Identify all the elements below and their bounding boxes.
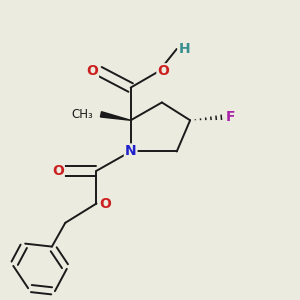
Polygon shape: [100, 112, 131, 120]
Text: O: O: [158, 64, 169, 78]
Text: N: N: [125, 145, 136, 158]
Text: F: F: [226, 110, 235, 124]
Text: CH₃: CH₃: [72, 108, 94, 121]
Text: O: O: [52, 164, 64, 178]
Text: O: O: [86, 64, 98, 78]
Text: O: O: [100, 196, 111, 211]
Text: H: H: [178, 42, 190, 56]
